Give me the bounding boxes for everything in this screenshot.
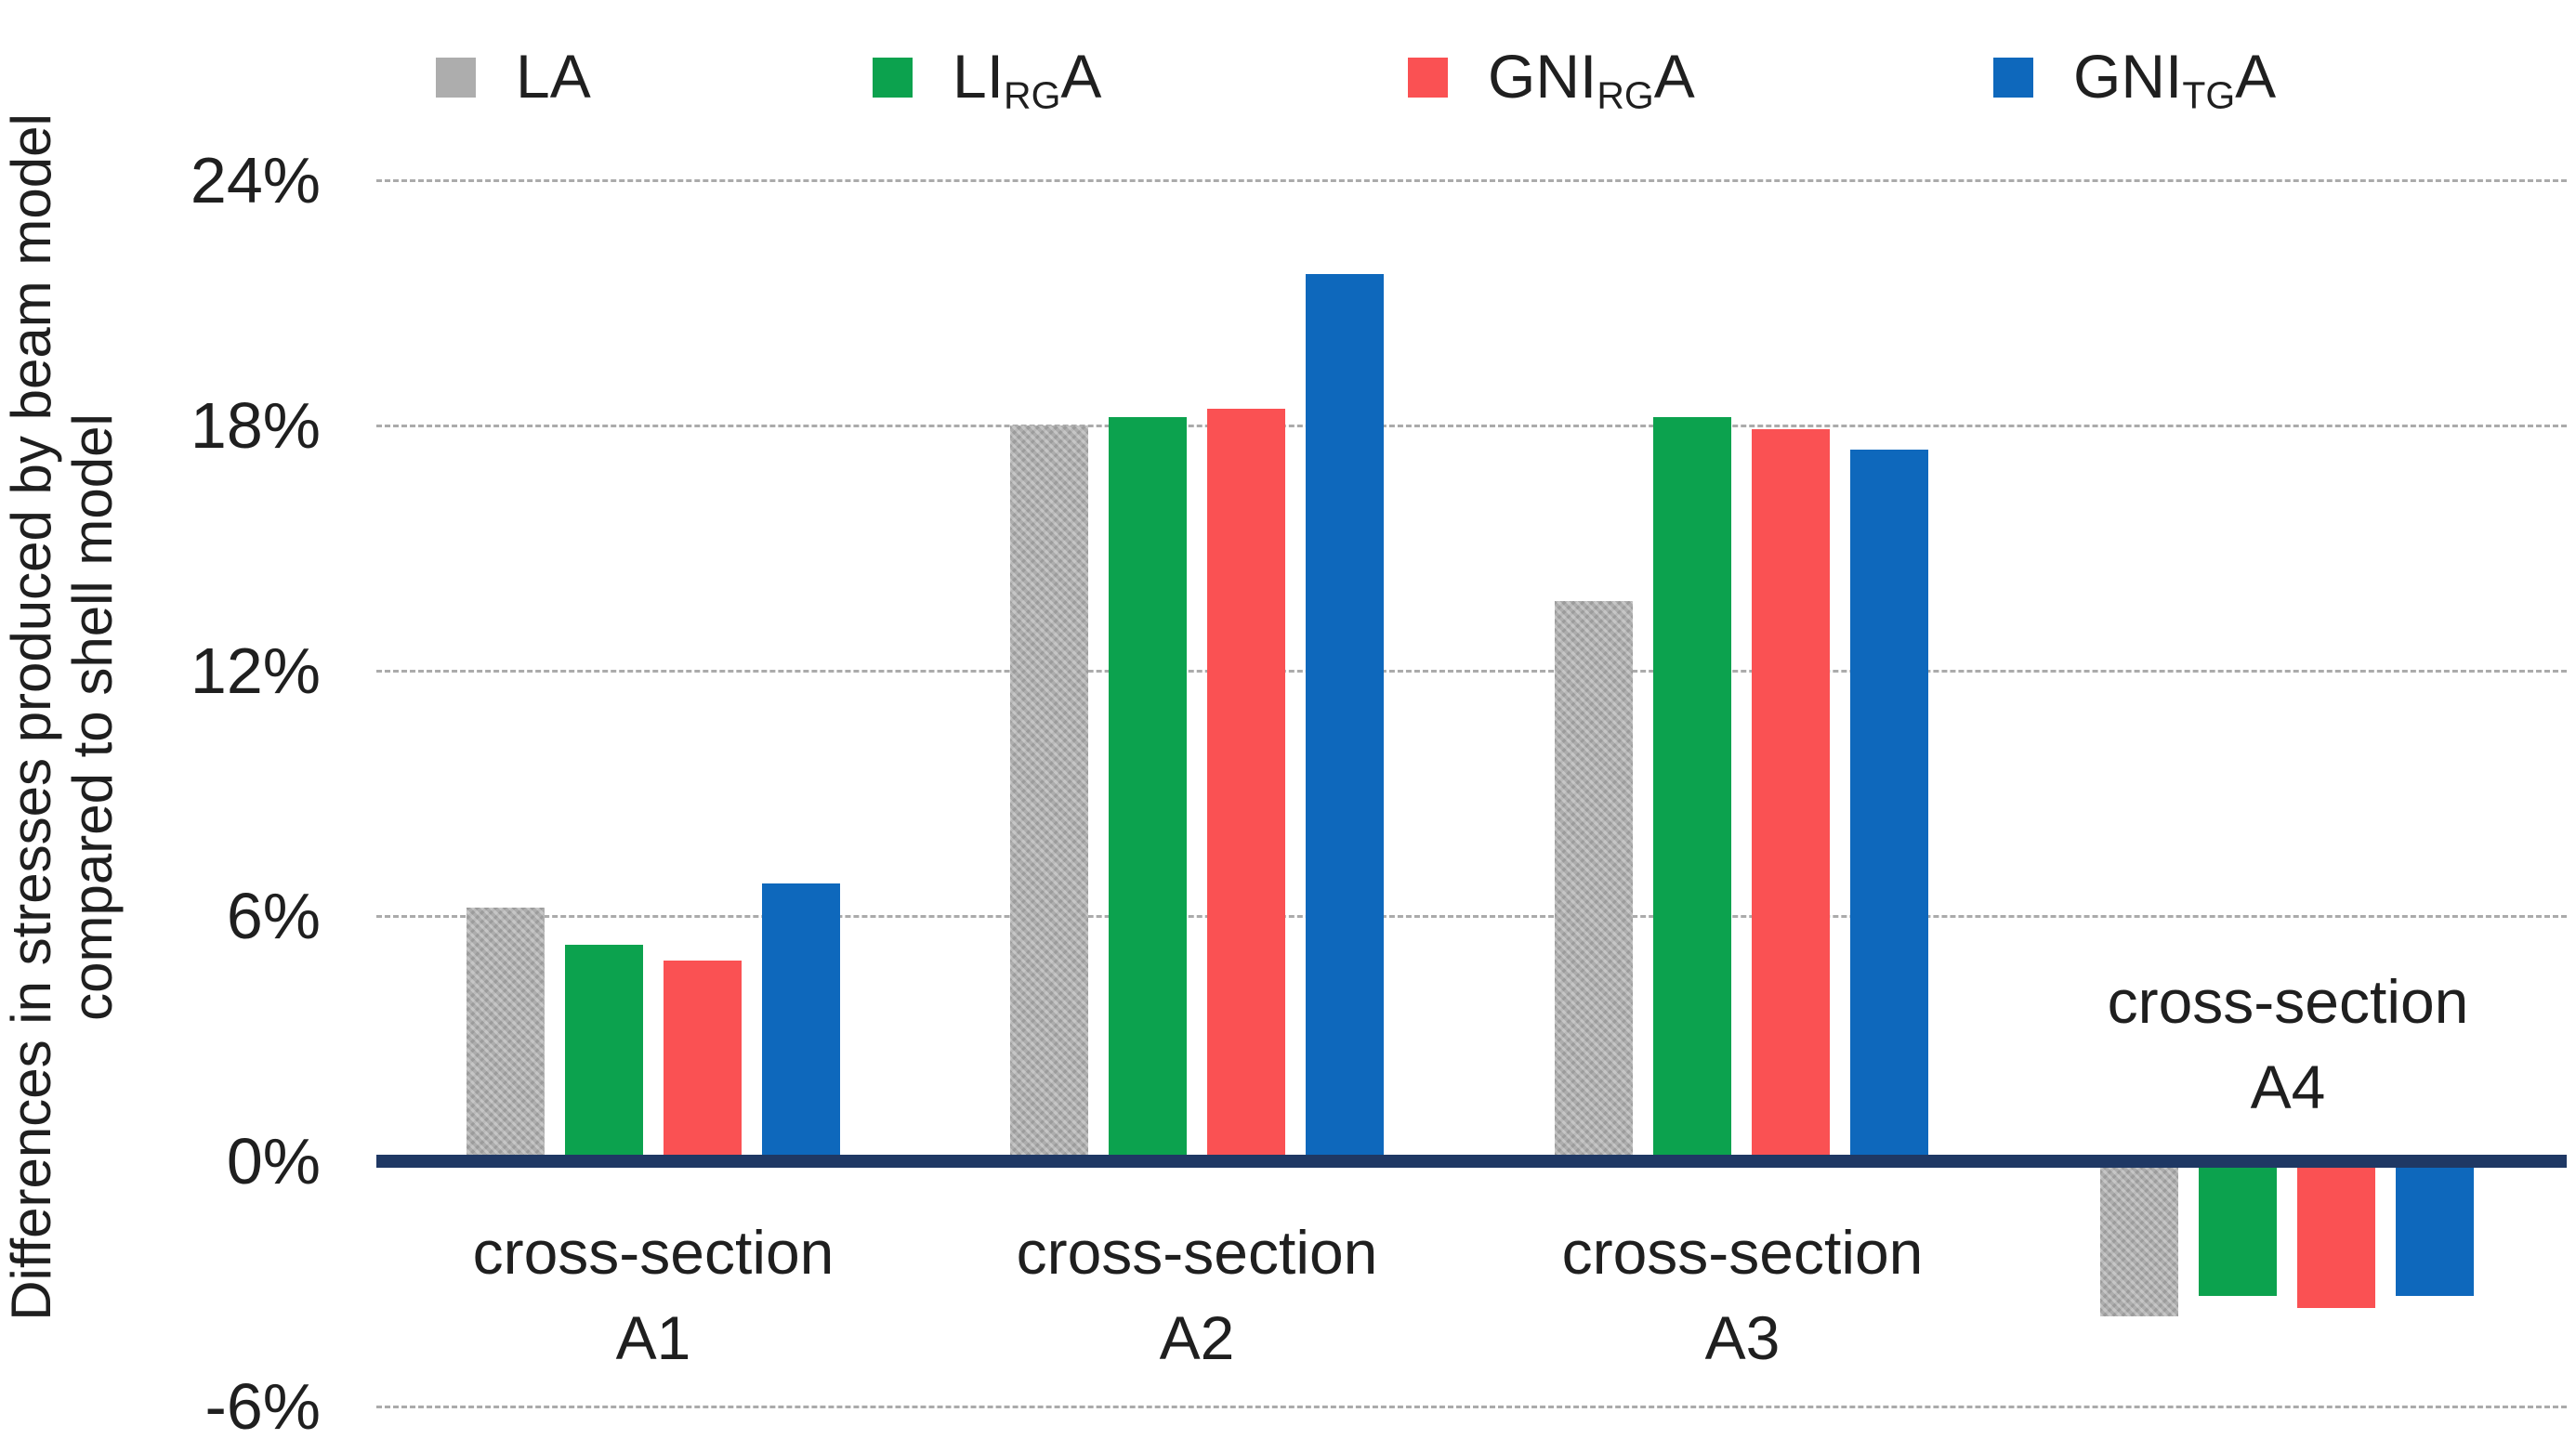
gridline-6 — [376, 915, 2567, 918]
y-axis-title-line1: Differences in stresses produced by beam… — [0, 113, 62, 1321]
bar-A4-GNIRGA — [2297, 1161, 2375, 1308]
category-label-A1: cross-section A1 — [393, 1210, 913, 1380]
legend-swatch-GNIRGA — [1408, 58, 1448, 98]
gridline-18 — [376, 425, 2567, 427]
category-label-A1-line2: A1 — [615, 1303, 691, 1372]
legend-label-LIRGA-subscript: RG — [1004, 73, 1061, 117]
legend-label-LIRGA-main: LI — [953, 42, 1005, 111]
gridline--6 — [376, 1406, 2567, 1408]
bar-A1-LA — [467, 908, 545, 1161]
y-tick-label-12: 12% — [190, 634, 321, 707]
legend-label-GNITGA-main: GNI — [2073, 42, 2183, 111]
legend-label-LA-main: LA — [516, 42, 591, 111]
y-tick-label-24: 24% — [190, 144, 321, 216]
bar-A3-LA — [1555, 601, 1633, 1161]
category-label-A3-line2: A3 — [1704, 1303, 1781, 1372]
bar-A1-GNITGA — [762, 883, 840, 1161]
x-axis-line — [376, 1155, 2567, 1168]
category-label-A4-line1: cross-section — [2107, 967, 2469, 1036]
category-label-A2-line2: A2 — [1159, 1303, 1235, 1372]
legend-label-GNIRGA: GNIRGA — [1488, 33, 1695, 137]
category-label-A4-line2: A4 — [2250, 1053, 2326, 1121]
y-axis-title-line2: compared to shell model — [61, 413, 124, 1021]
category-label-A4: cross-section A4 — [2028, 959, 2548, 1130]
y-axis-title: Differences in stresses produced by beam… — [0, 20, 124, 1414]
category-label-A3: cross-section A3 — [1482, 1210, 2003, 1380]
legend-label-LIRGA-tail: A — [1060, 42, 1102, 111]
category-label-A1-line1: cross-section — [472, 1218, 835, 1287]
legend-label-GNIRGA-main: GNI — [1488, 42, 1597, 111]
legend-swatch-LIRGA — [873, 58, 913, 98]
bar-A2-LIRGA — [1109, 417, 1187, 1161]
legend-label-GNITGA-tail: A — [2235, 42, 2277, 111]
legend-label-LIRGA: LIRGA — [953, 33, 1101, 137]
bar-A4-GNITGA — [2396, 1161, 2474, 1296]
category-label-A2: cross-section A2 — [937, 1210, 1457, 1380]
bar-A3-GNIRGA — [1752, 429, 1830, 1161]
y-tick-label-6: 6% — [226, 880, 321, 952]
bar-A4-LIRGA — [2199, 1161, 2277, 1296]
legend-label-LA: LA — [516, 33, 591, 119]
bar-A3-GNITGA — [1850, 450, 1928, 1161]
category-label-A2-line1: cross-section — [1016, 1218, 1378, 1287]
legend-swatch-LA — [436, 58, 476, 98]
gridline-12 — [376, 670, 2567, 673]
bar-A4-LA — [2100, 1161, 2178, 1316]
category-label-A3-line1: cross-section — [1561, 1218, 1924, 1287]
bar-A3-LIRGA — [1653, 417, 1731, 1161]
legend-swatch-GNITGA — [1993, 58, 2033, 98]
legend-label-GNITGA: GNITGA — [2073, 33, 2276, 137]
y-tick-label--6: -6% — [204, 1370, 321, 1443]
legend-label-GNITGA-subscript: TG — [2182, 73, 2236, 117]
y-tick-label-18: 18% — [190, 389, 321, 462]
legend-label-GNIRGA-subscript: RG — [1597, 73, 1654, 117]
bar-A2-GNITGA — [1306, 274, 1384, 1161]
y-tick-label-0: 0% — [226, 1125, 321, 1197]
legend-label-GNIRGA-tail: A — [1653, 42, 1695, 111]
bar-A1-GNIRGA — [664, 961, 742, 1161]
bar-A2-LA — [1010, 425, 1088, 1161]
bar-A1-LIRGA — [565, 945, 643, 1161]
bar-A2-GNIRGA — [1207, 409, 1285, 1161]
gridline-24 — [376, 179, 2567, 182]
